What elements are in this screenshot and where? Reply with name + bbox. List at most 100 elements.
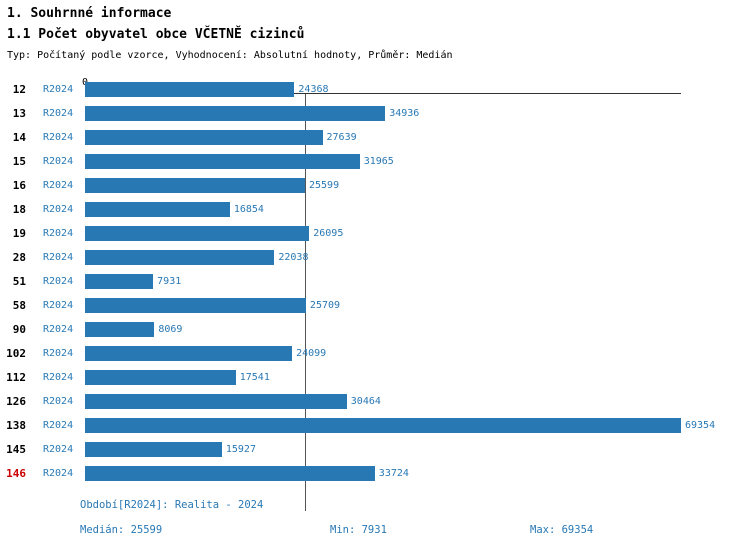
- chart-row: 14 R2024 27639: [0, 125, 750, 149]
- median-stat: Medián: 25599: [80, 524, 163, 536]
- chart-row: 146 R2024 33724: [0, 461, 750, 485]
- bar-value-label: 8069: [158, 323, 183, 335]
- row-series-label: R2024: [43, 371, 74, 383]
- bar-zone: 17541: [85, 369, 681, 385]
- row-series-label: R2024: [43, 395, 74, 407]
- row-category-label: 90: [12, 322, 26, 336]
- bar-value-label: 34936: [389, 107, 420, 119]
- row-series-label: R2024: [43, 107, 74, 119]
- bar-value-label: 25709: [309, 299, 341, 311]
- bar-zone: 25599: [85, 177, 681, 193]
- chart-rows: 12 R2024 24368 13 R2024 34936 14 R2024 27639 15 R2…: [0, 77, 750, 485]
- row-series-label: R2024: [43, 275, 74, 287]
- bar-value-label: 22038: [278, 251, 309, 263]
- bar-zone: 34936: [85, 105, 681, 121]
- chart-row: 19 R2024 26095: [0, 221, 750, 245]
- row-series-label: R2024: [43, 419, 74, 431]
- bar-value-label: 24099: [296, 347, 327, 359]
- bar-zone: 69354: [85, 417, 715, 433]
- report-title: 1. Souhrnné informace: [7, 6, 172, 21]
- period-label: Období[R2024]: Realita - 2024: [80, 499, 264, 511]
- bar-zone: 30464: [85, 393, 681, 409]
- bar-value-label: 25599: [308, 179, 340, 191]
- chart-row: 102 R2024 24099: [0, 341, 750, 365]
- bar: [85, 321, 155, 337]
- bar-zone: 15927: [85, 441, 681, 457]
- chart-row: 51 R2024 7931: [0, 269, 750, 293]
- row-category-label: 12: [12, 82, 26, 96]
- chart-row: 112 R2024 17541: [0, 365, 750, 389]
- bar-value-label: 24368: [298, 83, 329, 95]
- row-category-label: 126: [6, 394, 26, 408]
- chart-row: 12 R2024 24368: [0, 77, 750, 101]
- row-category-label: 28: [12, 250, 26, 264]
- row-series-label: R2024: [43, 323, 74, 335]
- bar: [85, 177, 305, 193]
- chart-row: 15 R2024 31965: [0, 149, 750, 173]
- bar-chart: 0 12R20242436813R20243493614R20242763915…: [0, 77, 750, 511]
- row-series-label: R2024: [43, 155, 74, 167]
- row-category-label: 13: [12, 106, 26, 120]
- bar-value-label: 15927: [225, 443, 256, 455]
- row-series-label: R2024: [43, 443, 74, 455]
- bar: [85, 201, 230, 217]
- chart-row: 145 R2024 15927: [0, 437, 750, 461]
- row-category-label: 146: [6, 466, 26, 480]
- row-series-label: R2024: [43, 467, 74, 479]
- bar: [85, 345, 293, 361]
- report-page: 1. Souhrnné informace 1.1 Počet obyvatel…: [0, 0, 750, 536]
- bar-zone: 22038: [85, 249, 681, 265]
- bar: [85, 81, 295, 97]
- bar-value-label: 26095: [313, 227, 344, 239]
- row-category-label: 112: [6, 370, 26, 384]
- bar-value-label: 17541: [239, 371, 270, 383]
- bar-zone: 16854: [85, 201, 681, 217]
- bar-zone: 33724: [85, 465, 681, 481]
- chart-row: 126 R2024 30464: [0, 389, 750, 413]
- chart-row: 16 R2024 25599: [0, 173, 750, 197]
- section-title: 1.1 Počet obyvatel obce VČETNĚ cizinců: [7, 27, 305, 42]
- row-category-label: 145: [6, 442, 26, 456]
- row-series-label: R2024: [43, 179, 74, 191]
- bar: [85, 249, 275, 265]
- row-series-label: R2024: [43, 227, 74, 239]
- chart-row: 18 R2024 16854: [0, 197, 750, 221]
- bar-zone: 26095: [85, 225, 681, 241]
- bar: [85, 297, 306, 313]
- row-series-label: R2024: [43, 299, 74, 311]
- row-category-label: 138: [6, 418, 26, 432]
- chart-footer: Období[R2024]: Realita - 2024 Medián: 25…: [80, 499, 750, 536]
- row-category-label: 58: [12, 298, 26, 312]
- min-stat: Min: 7931: [330, 524, 387, 536]
- row-series-label: R2024: [43, 131, 74, 143]
- row-category-label: 14: [12, 130, 26, 144]
- bar: [85, 441, 222, 457]
- titles: 1. Souhrnné informace 1.1 Počet obyvatel…: [0, 0, 750, 61]
- bar-zone: 24099: [85, 345, 681, 361]
- bar-zone: 25709: [85, 297, 681, 313]
- bar: [85, 273, 154, 289]
- bar-value-label: 16854: [233, 203, 264, 215]
- bar-value-label: 27639: [326, 131, 357, 143]
- bar: [85, 129, 323, 145]
- row-category-label: 16: [12, 178, 26, 192]
- bar: [85, 369, 236, 385]
- bar-zone: 27639: [85, 129, 681, 145]
- bar: [85, 417, 681, 433]
- row-category-label: 51: [12, 274, 26, 288]
- chart-row: 138 R2024 69354: [0, 413, 750, 437]
- bar-zone: 31965: [85, 153, 681, 169]
- bar-value-label: 33724: [378, 467, 409, 479]
- row-series-label: R2024: [43, 347, 74, 359]
- chart-subtitle: Typ: Počítaný podle vzorce, Vyhodnocení:…: [7, 50, 453, 61]
- row-category-label: 19: [12, 226, 26, 240]
- chart-row: 13 R2024 34936: [0, 101, 750, 125]
- bar-value-label: 7931: [157, 275, 182, 287]
- chart-row: 90 R2024 8069: [0, 317, 750, 341]
- summary-stats: Medián: 25599 Min: 7931 Max: 69354: [80, 524, 750, 536]
- row-category-label: 18: [12, 202, 26, 216]
- bar: [85, 153, 360, 169]
- row-series-label: R2024: [43, 83, 74, 95]
- bar-value-label: 69354: [685, 419, 716, 431]
- bar-zone: 7931: [85, 273, 681, 289]
